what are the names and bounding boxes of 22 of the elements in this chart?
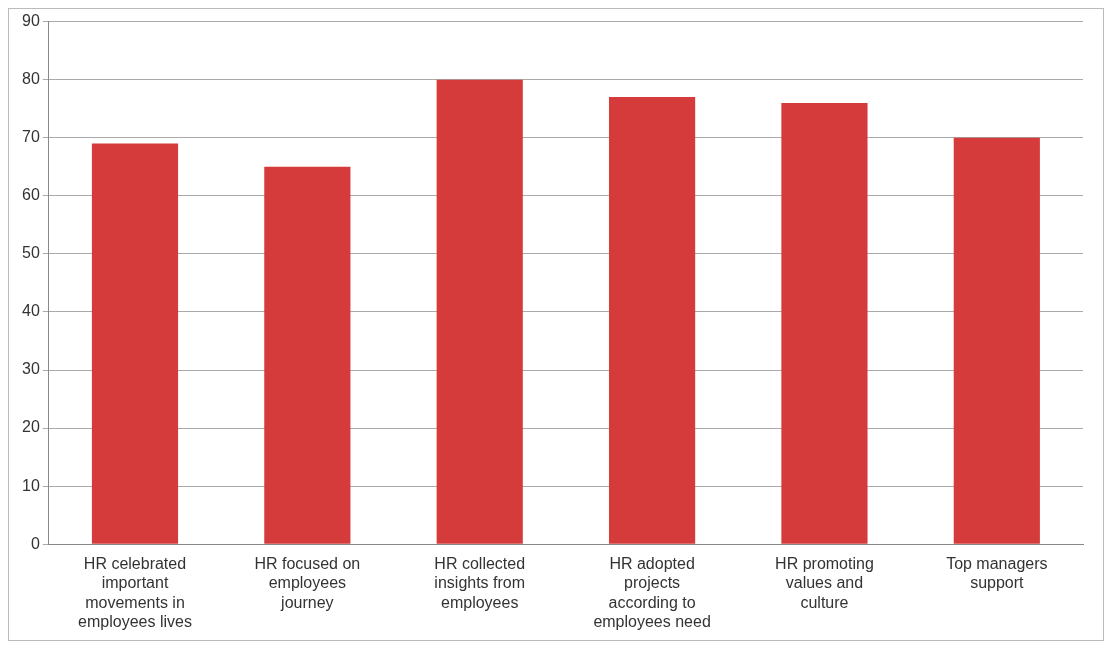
bar [91, 143, 179, 544]
x-tick-label: HR celebrated important movements in employees lives [78, 555, 192, 630]
x-tick-label: HR adopted projects according to employees need [593, 555, 711, 630]
bar [608, 97, 696, 544]
y-tick-label: 90 [22, 12, 40, 30]
bar [436, 79, 523, 544]
y-tick-label: 20 [22, 418, 40, 436]
y-tick-label: 70 [22, 128, 40, 146]
x-tick-label: HR collected insights from employees [434, 555, 526, 611]
y-tick-label: 10 [22, 476, 40, 494]
y-tick-label: 80 [22, 70, 40, 88]
y-tick-label: 40 [22, 302, 40, 320]
bar [781, 102, 868, 544]
x-tick-label: HR focused on employees journey [254, 555, 361, 611]
x-tick-label: HR promoting values and culture [775, 555, 874, 611]
y-tick-label: 0 [30, 534, 40, 552]
y-tick-label: 50 [22, 244, 40, 262]
x-tick-label: Top managers support [946, 555, 1048, 592]
bar [264, 166, 351, 544]
bar [953, 137, 1040, 544]
y-tick-label: 30 [22, 360, 40, 378]
y-tick-label: 60 [22, 186, 40, 204]
